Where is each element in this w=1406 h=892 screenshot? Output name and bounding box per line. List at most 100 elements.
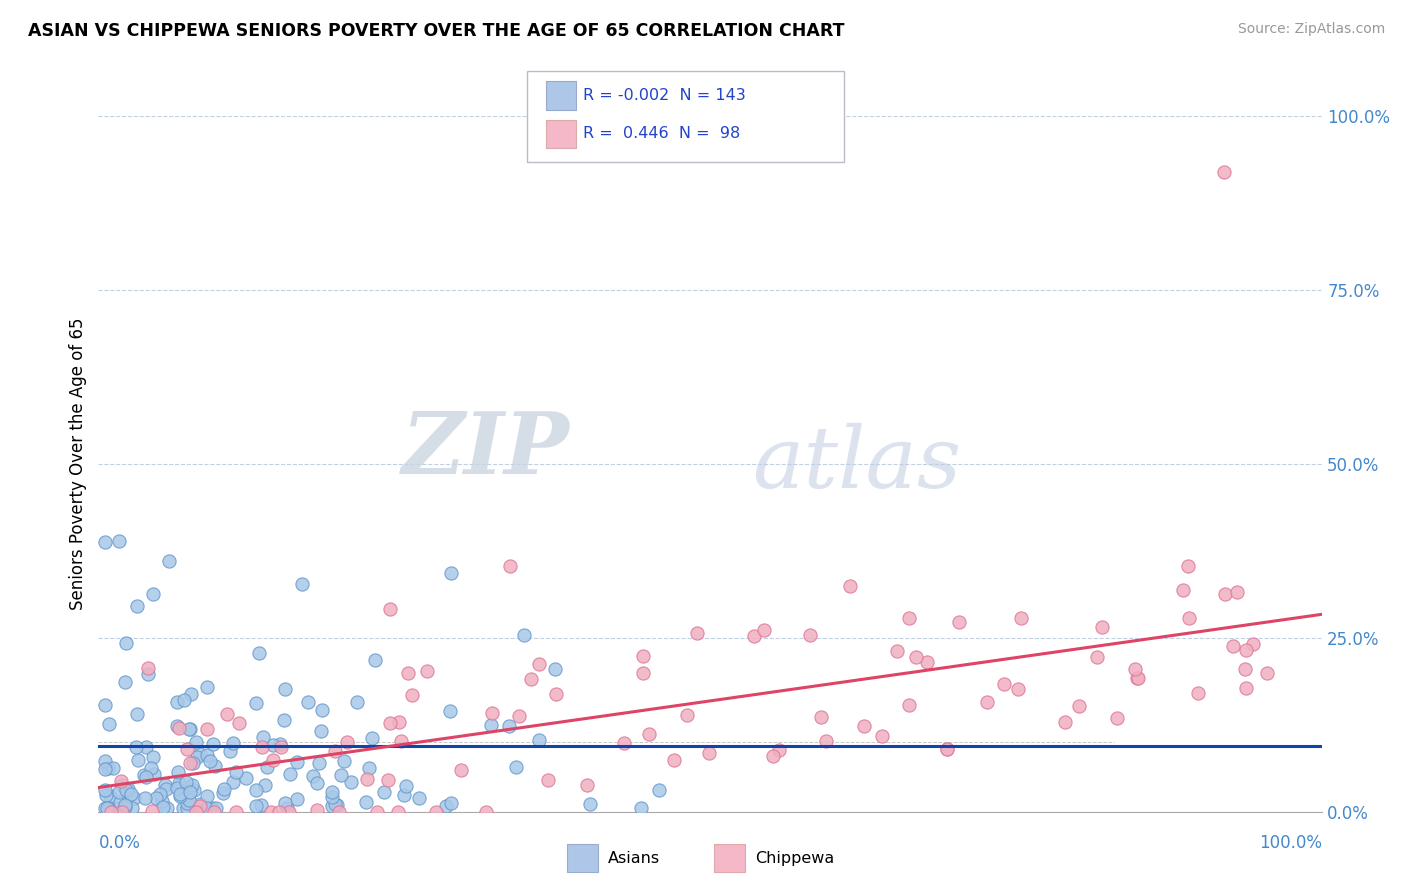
Point (114, 636, 136, 650)
Point (357, 761, 380, 775)
Point (157, 554, 180, 568)
Point (321, 785, 343, 799)
Point (114, 800, 136, 814)
Point (111, 778, 134, 792)
Point (186, 750, 208, 764)
Point (395, 780, 418, 794)
Point (513, 628, 536, 642)
Point (323, 744, 346, 758)
Point (114, 674, 136, 689)
Point (425, 805, 447, 819)
Point (122, 791, 145, 805)
Point (1126, 671, 1149, 685)
Point (637, 727, 659, 741)
Point (336, 735, 359, 749)
Point (195, 722, 218, 736)
Point (898, 611, 921, 625)
Point (181, 756, 204, 771)
Point (190, 797, 212, 811)
Point (1213, 587, 1236, 601)
Point (93, 534, 115, 549)
Point (1178, 611, 1201, 625)
Point (245, 696, 267, 710)
Point (201, 737, 224, 751)
Point (179, 785, 201, 799)
Point (285, 792, 308, 806)
Point (114, 797, 136, 812)
Point (505, 760, 527, 774)
Point (125, 706, 148, 721)
Point (202, 805, 225, 819)
Point (1067, 699, 1090, 714)
Point (439, 796, 461, 810)
Point (396, 665, 419, 680)
Point (114, 783, 136, 797)
Point (321, 799, 343, 814)
Point (886, 644, 908, 658)
Point (172, 801, 194, 815)
Point (277, 805, 299, 819)
Point (685, 626, 707, 640)
Point (155, 781, 177, 796)
Point (307, 776, 329, 790)
Point (247, 646, 270, 660)
Point (1241, 637, 1264, 651)
Point (439, 704, 461, 718)
Point (936, 742, 959, 756)
Point (527, 732, 550, 747)
Point (416, 664, 439, 678)
Point (270, 739, 292, 754)
Point (508, 709, 530, 723)
Point (479, 718, 502, 732)
Point (1233, 662, 1256, 676)
Point (93, 783, 115, 797)
Point (546, 687, 568, 701)
Point (810, 710, 832, 724)
Point (176, 801, 198, 815)
Point (993, 677, 1015, 691)
Point (195, 748, 218, 763)
Point (520, 672, 543, 686)
Point (917, 655, 939, 669)
Point (183, 783, 205, 797)
Point (308, 756, 330, 771)
Point (323, 797, 346, 811)
Point (394, 788, 416, 802)
Point (179, 722, 201, 736)
Point (361, 731, 384, 746)
Point (180, 687, 202, 701)
Point (1177, 559, 1199, 574)
Point (97, 761, 120, 775)
Point (839, 578, 862, 592)
Point (184, 805, 207, 819)
Point (93, 698, 115, 712)
Point (401, 688, 423, 702)
Point (1222, 639, 1244, 653)
Point (697, 746, 720, 760)
Point (544, 662, 567, 676)
Point (204, 801, 226, 815)
Point (225, 764, 247, 779)
Point (662, 753, 685, 767)
Point (905, 649, 928, 664)
Text: ZIP: ZIP (402, 409, 569, 491)
Point (579, 797, 602, 811)
Point (195, 680, 218, 694)
Point (527, 657, 550, 671)
Point (434, 799, 457, 814)
Point (613, 736, 636, 750)
Point (167, 765, 190, 780)
Point (215, 707, 238, 722)
Point (474, 805, 496, 819)
Point (225, 805, 247, 819)
Point (108, 801, 131, 815)
Text: Asians: Asians (607, 851, 659, 865)
Point (377, 772, 399, 787)
Point (152, 799, 174, 814)
Point (853, 719, 876, 733)
Point (184, 735, 207, 749)
Point (311, 703, 333, 717)
Point (1126, 671, 1149, 685)
Point (744, 630, 766, 644)
Text: Source: ZipAtlas.com: Source: ZipAtlas.com (1237, 22, 1385, 37)
